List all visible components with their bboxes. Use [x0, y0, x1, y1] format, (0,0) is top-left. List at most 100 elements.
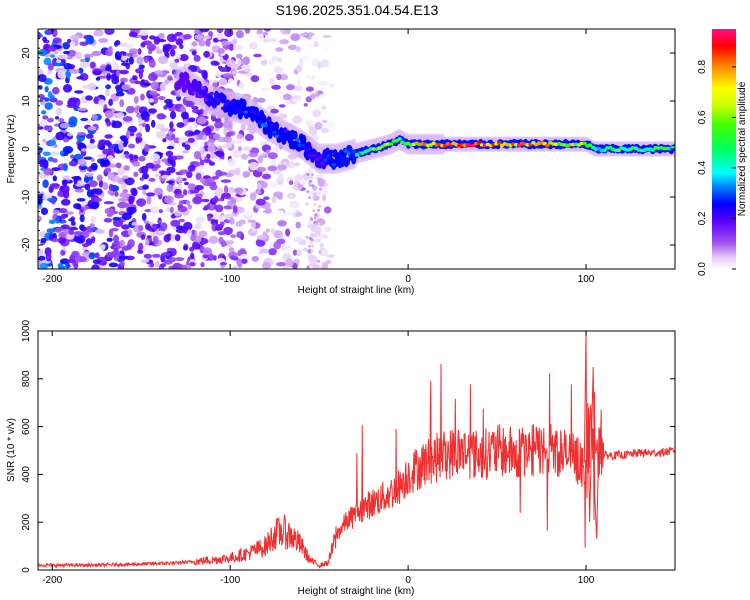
spectrogram-noise-blob: [56, 59, 62, 64]
spectrogram-noise-blob: [86, 133, 94, 139]
spectrogram-noise-blob: [58, 118, 65, 123]
snr-y-tick-label: 800: [21, 370, 32, 387]
spectrogram-noise-blob: [236, 258, 243, 267]
spectrogram-noise-blob: [104, 110, 114, 119]
spectrogram-y-tick-label: 0: [21, 146, 32, 152]
spectrogram-noise-blob: [175, 38, 184, 46]
spectrogram-ridge-core: [243, 110, 248, 114]
spectrogram-noise-blob: [203, 192, 210, 199]
spectrogram-noise-blob: [38, 126, 44, 130]
spectrogram-noise-blob: [307, 249, 313, 254]
spectrogram-noise-blob: [191, 229, 196, 235]
spectrogram-noise-blob: [288, 160, 295, 169]
spectrogram-ridge-core: [343, 149, 348, 153]
spectrogram-noise-blob: [105, 251, 117, 258]
spectrogram-ridge-blob: [261, 114, 267, 124]
spectrogram-noise-blob: [190, 252, 195, 260]
spectrogram-noise-blob: [320, 59, 330, 68]
spectrogram-noise-blob: [196, 116, 207, 125]
colorbar-tick-label: 0.8: [697, 60, 708, 74]
spectrogram-noise-blob: [305, 202, 309, 206]
spectrogram-noise-blob: [218, 78, 228, 86]
spectrogram-noise-blob: [313, 220, 317, 224]
spectrogram-noise-blob: [170, 49, 176, 57]
spectrogram-noise-blob: [192, 241, 201, 250]
spectrogram-noise-blob: [213, 191, 220, 195]
spectrogram-noise-blob: [122, 139, 128, 148]
spectrogram-noise-blob: [105, 64, 112, 72]
spectrogram-noise-blob: [222, 119, 233, 129]
spectrogram-noise-blob: [112, 216, 121, 221]
spectrogram-noise-blob: [161, 158, 170, 163]
spectrogram-noise-blob: [202, 35, 212, 39]
spectrogram-noise-blob: [163, 234, 171, 243]
spectrogram-noise-blob: [307, 224, 311, 228]
spectrogram-noise-blob: [80, 226, 87, 232]
spectrogram-noise-blob: [276, 57, 283, 63]
spectrogram-noise-blob: [248, 42, 258, 50]
spectrogram-noise-blob: [317, 231, 321, 235]
spectrogram-noise-blob: [244, 209, 252, 217]
spectrogram-noise-blob: [119, 260, 125, 267]
spectrogram-noise-blob: [256, 166, 267, 173]
spectrogram-noise-blob: [222, 144, 233, 149]
spectrogram-noise-blob: [199, 145, 204, 151]
spectrogram-noise-blob: [121, 182, 127, 191]
spectrogram-noise-blob: [63, 50, 70, 55]
spectrogram-noise-blob: [98, 179, 104, 188]
spectrogram-ridge-core: [269, 123, 274, 127]
spectrogram-noise-blob: [45, 252, 52, 262]
spectrogram-noise-blob: [199, 108, 204, 114]
spectrogram-noise-blob: [118, 198, 128, 202]
spectrogram-noise-blob: [307, 220, 312, 226]
spectrogram-noise-blob: [325, 260, 332, 264]
spectrogram-noise-blob: [91, 50, 102, 57]
spectrogram-noise-blob: [42, 179, 49, 188]
spectrogram-noise-blob: [232, 138, 243, 144]
spectrogram-ridge-core: [616, 148, 621, 153]
spectrogram-noise-blob: [313, 216, 317, 220]
spectrogram-ridge-core: [320, 161, 325, 166]
spectrogram-noise-blob: [87, 82, 97, 91]
spectrogram-noise-blob: [296, 64, 303, 73]
spectrogram-noise-blob: [73, 231, 83, 236]
spectrogram-noise-blob: [292, 262, 298, 269]
spectrogram-noise-blob: [169, 111, 177, 120]
spectrogram-noise-blob: [86, 120, 92, 124]
spectrogram-noise-blob: [58, 208, 68, 214]
spectrogram-noise-blob: [306, 265, 310, 269]
spectrogram-noise-blob: [38, 146, 43, 155]
spectrogram-noise-blob: [256, 183, 262, 191]
spectrogram-noise-blob: [160, 127, 169, 132]
spectrogram-ridge-core: [337, 160, 342, 164]
spectrogram-noise-blob: [299, 32, 309, 37]
spectrogram-noise-blob: [192, 196, 203, 205]
spectrogram-noise-blob: [179, 44, 184, 50]
spectrogram-noise-blob: [120, 55, 128, 61]
spectrogram-ridge-blob: [267, 129, 273, 139]
spectrogram-noise-blob: [317, 208, 320, 212]
spectrogram-ridge-core: [349, 157, 354, 161]
spectrogram-noise-blob: [102, 148, 112, 155]
spectrogram-noise-blob: [149, 153, 160, 162]
spectrogram-noise-blob: [191, 41, 198, 47]
spectrogram-noise-blob: [138, 155, 146, 162]
spectrogram-noise-blob: [267, 165, 278, 172]
spectrogram-noise-blob: [232, 150, 243, 158]
snr-x-tick-label: 0: [405, 575, 411, 586]
spectrogram-noise-blob: [119, 239, 125, 248]
spectrogram-noise-blob: [106, 237, 113, 242]
spectrogram-noise-blob: [81, 148, 87, 152]
spectrogram-noise-blob: [89, 138, 95, 144]
spectrogram-noise-blob: [114, 52, 122, 61]
spectrogram-noise-blob: [62, 145, 74, 154]
spectrogram-noise-blob: [169, 61, 178, 70]
spectrogram-noise-blob: [322, 194, 327, 202]
spectrogram-noise-blob: [51, 237, 59, 243]
spectrogram-noise-blob: [90, 201, 99, 210]
spectrogram-noise-blob: [223, 127, 228, 136]
spectrogram-noise-blob: [299, 179, 307, 185]
spectrogram-noise-blob: [215, 169, 223, 177]
colorbar-tick-label: 0.2: [697, 211, 708, 225]
